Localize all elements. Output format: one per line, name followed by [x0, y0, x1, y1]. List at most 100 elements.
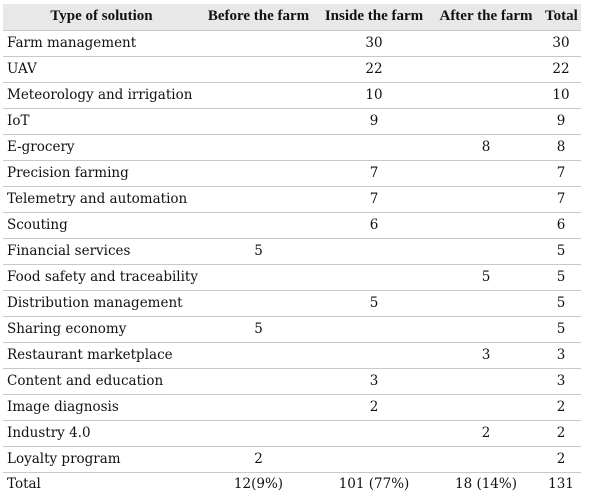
totals-inside: 101 (77%) [317, 471, 431, 496]
cell-total: 5 [541, 263, 581, 290]
cell-inside: 5 [317, 289, 431, 316]
cell-after [431, 445, 541, 473]
cell-inside: 6 [317, 211, 431, 238]
cell-before: 5 [200, 315, 317, 342]
cell-type: IoT [3, 107, 200, 134]
cell-total: 10 [541, 81, 581, 108]
cell-before: 2 [200, 445, 317, 473]
header-before-the-farm: Before the farm [207, 8, 310, 25]
cell-before [200, 289, 317, 316]
cell-inside [317, 341, 431, 368]
cell-inside [317, 133, 431, 160]
cell-type: Image diagnosis [3, 393, 200, 420]
table-row: IoT 9 9 [3, 107, 581, 134]
cell-before [200, 159, 317, 186]
cell-after [431, 315, 541, 342]
totals-total: 131 [541, 471, 581, 496]
cell-before: 5 [200, 237, 317, 264]
cell-type: Industry 4.0 [3, 419, 200, 446]
totals-row: Total 12(9%) 101 (77%) 18 (14%) 131 [3, 471, 581, 496]
cell-type: Financial services [3, 237, 200, 264]
cell-before [200, 133, 317, 160]
header-type-of-solution: Type of solution [50, 8, 153, 25]
cell-before [200, 81, 317, 108]
cell-after [431, 55, 541, 82]
cell-total: 5 [541, 289, 581, 316]
cell-before [200, 341, 317, 368]
cell-before [200, 419, 317, 446]
cell-total: 9 [541, 107, 581, 134]
table-row: Scouting 6 6 [3, 211, 581, 238]
table-row: Industry 4.0 2 2 [3, 419, 581, 446]
cell-after [431, 211, 541, 238]
cell-after: 3 [431, 341, 541, 368]
cell-type: Farm management [3, 29, 200, 56]
totals-after: 18 (14%) [431, 471, 541, 496]
cell-type: Sharing economy [3, 315, 200, 342]
header-inside-the-farm: Inside the farm [324, 8, 424, 25]
cell-total: 2 [541, 445, 581, 473]
cell-total: 3 [541, 341, 581, 368]
cell-inside [317, 419, 431, 446]
table-row: Loyalty program 2 2 [3, 445, 581, 473]
solutions-table: Type of solution Before the farm Inside … [3, 4, 581, 496]
cell-type: Loyalty program [3, 445, 200, 473]
cell-after [431, 367, 541, 394]
table-row: Precision farming 7 7 [3, 159, 581, 186]
cell-before [200, 367, 317, 394]
cell-before [200, 185, 317, 212]
cell-total: 5 [541, 237, 581, 264]
cell-before [200, 263, 317, 290]
cell-total: 22 [541, 55, 581, 82]
table-row: Distribution management 5 5 [3, 289, 581, 316]
cell-total: 5 [541, 315, 581, 342]
cell-inside [317, 315, 431, 342]
totals-before: 12(9%) [200, 471, 317, 496]
table-row: Telemetry and automation 7 7 [3, 185, 581, 212]
table-row: Sharing economy 5 5 [3, 315, 581, 342]
cell-after [431, 185, 541, 212]
header-total: Total [545, 8, 578, 25]
cell-after [431, 289, 541, 316]
cell-total: 7 [541, 159, 581, 186]
cell-inside: 22 [317, 55, 431, 82]
cell-after [431, 107, 541, 134]
header-row: Type of solution Before the farm Inside … [3, 4, 581, 30]
cell-total: 7 [541, 185, 581, 212]
cell-type: Scouting [3, 211, 200, 238]
cell-after: 5 [431, 263, 541, 290]
cell-inside [317, 263, 431, 290]
cell-total: 6 [541, 211, 581, 238]
cell-type: Restaurant marketplace [3, 341, 200, 368]
table-row: Financial services 5 5 [3, 237, 581, 264]
table-row: Meteorology and irrigation 10 10 [3, 81, 581, 108]
cell-inside [317, 445, 431, 473]
cell-type: Food safety and traceability [3, 263, 200, 290]
table-footer: Total 12(9%) 101 (77%) 18 (14%) 131 [3, 471, 581, 496]
cell-inside: 30 [317, 29, 431, 56]
table-header: Type of solution Before the farm Inside … [3, 4, 581, 30]
cell-before [200, 211, 317, 238]
cell-total: 8 [541, 133, 581, 160]
cell-inside: 9 [317, 107, 431, 134]
cell-type: Distribution management [3, 289, 200, 316]
cell-after [431, 81, 541, 108]
totals-label: Total [3, 471, 200, 496]
cell-inside: 10 [317, 81, 431, 108]
cell-type: E-grocery [3, 133, 200, 160]
cell-after [431, 393, 541, 420]
cell-before [200, 29, 317, 56]
cell-after [431, 29, 541, 56]
table-row: Food safety and traceability 5 5 [3, 263, 581, 290]
table-row: Restaurant marketplace 3 3 [3, 341, 581, 368]
cell-after [431, 237, 541, 264]
cell-inside: 3 [317, 367, 431, 394]
cell-type: Telemetry and automation [3, 185, 200, 212]
cell-total: 2 [541, 419, 581, 446]
cell-inside: 2 [317, 393, 431, 420]
cell-after: 8 [431, 133, 541, 160]
cell-after: 2 [431, 419, 541, 446]
cell-type: Meteorology and irrigation [3, 81, 200, 108]
table-row: UAV 22 22 [3, 55, 581, 82]
cell-total: 3 [541, 367, 581, 394]
